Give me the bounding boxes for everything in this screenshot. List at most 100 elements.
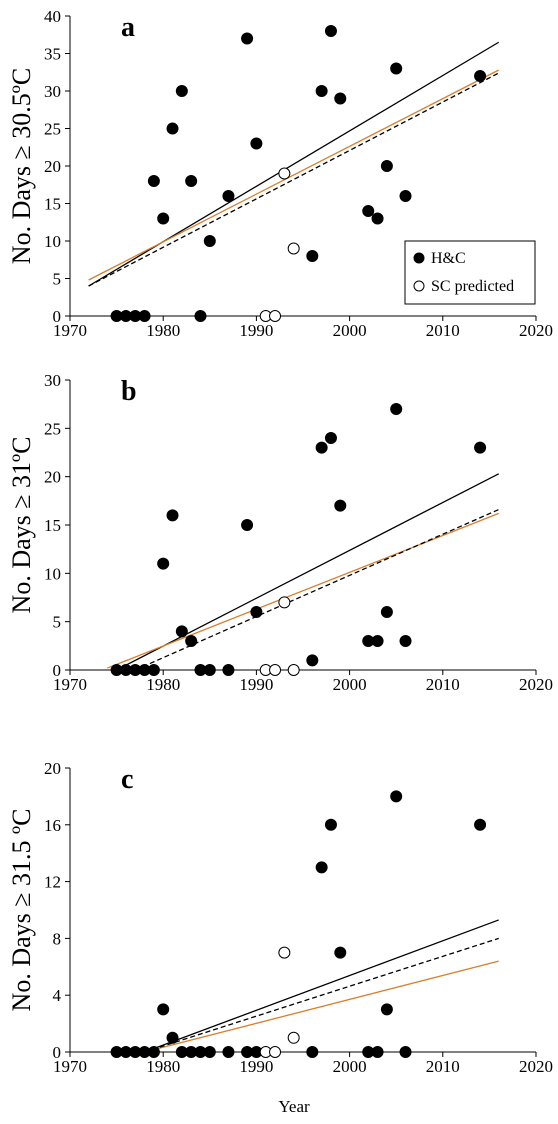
legend-label: H&C [431,250,466,267]
data-point-sc-predicted [287,1031,300,1044]
data-point-hc [157,1003,170,1016]
data-point-hc [334,499,347,512]
data-point-hc [474,70,487,82]
data-point-hc [241,519,254,531]
trend-line-solid-black [116,473,500,671]
x-tick-label: 1980 [146,1057,180,1076]
panel-label: c [121,764,133,795]
trend-line-solid-black [144,919,499,1053]
x-tick-label: 2000 [333,675,367,694]
x-tick-label: 1980 [146,321,180,340]
data-point-hc [371,635,384,647]
trend-line-solid-orange [88,69,500,281]
data-point-sc-predicted [278,596,291,609]
data-point-hc [390,62,403,75]
trend-line-dashed-black [144,937,499,1053]
x-tick-label: 1990 [239,675,273,694]
data-point-hc [399,635,412,647]
y-tick-label: 30 [44,371,61,390]
data-point-hc [371,1046,384,1058]
x-tick-label: 2000 [333,1057,367,1076]
data-point-hc [380,606,393,618]
data-point-hc [194,310,207,322]
x-tick-label: 1990 [239,321,273,340]
data-point-hc [203,235,216,247]
legend-label: SC predicted [431,278,514,295]
data-point-hc [315,861,328,874]
data-point-hc [399,190,412,202]
data-point-sc-predicted [278,167,291,180]
data-point-hc [399,1046,412,1058]
data-point-hc [380,1003,393,1016]
x-tick-label: 1970 [53,321,87,340]
x-tick-label: 2010 [426,1057,460,1076]
y-tick-label: 20 [44,759,61,778]
x-axis-title: Year [278,1097,310,1116]
data-point-hc [324,432,337,444]
data-point-hc [241,32,254,45]
data-point-hc [203,1046,216,1058]
chart-panel-a: 0 5 10 15 20 25 30 35 40 1970 1980 1990 2000 2010 2020… [7,7,553,340]
data-point-hc [334,92,347,105]
y-tick-label: 4 [53,986,62,1005]
y-tick-label: 15 [44,195,61,214]
data-point-hc [175,85,188,97]
y-tick-label: 8 [53,929,62,948]
data-point-hc [138,310,151,322]
data-point-hc [474,441,487,454]
panel-label: b [121,376,137,407]
data-point-hc [306,250,319,262]
x-tick-label: 2020 [519,1057,553,1076]
data-point-hc [166,509,179,522]
y-axis-title: No. Days ≥ 31.5 ºC [7,809,36,1012]
data-point-hc [222,664,235,676]
data-point-hc [306,1046,319,1058]
x-tick-label: 2020 [519,675,553,694]
data-point-hc [157,212,170,225]
y-tick-label: 20 [44,468,61,487]
legend-marker-sc-predicted [413,280,425,292]
data-point-hc [362,205,375,217]
x-tick-label: 1970 [53,1057,87,1076]
y-axis-title: No. Days ≥ 31ºC [7,437,36,614]
y-tick-label: 5 [53,613,62,632]
y-tick-label: 20 [44,157,61,176]
data-point-hc [166,1031,179,1044]
data-point-hc [315,441,328,454]
data-point-hc [147,175,160,187]
legend-box [404,240,536,305]
data-point-hc [390,790,403,803]
data-point-sc-predicted [287,664,300,676]
data-point-sc-predicted [269,1046,282,1058]
data-point-sc-predicted [287,242,300,255]
data-point-hc [250,137,263,150]
legend: H&C SC predicted [404,240,536,305]
y-tick-label: 30 [44,82,61,101]
data-point-hc [222,190,235,202]
y-tick-label: 10 [44,232,61,251]
data-point-hc [334,946,347,959]
trend-line-solid-orange [144,960,499,1053]
data-point-hc [157,557,170,570]
y-tick-label: 12 [44,873,61,892]
data-point-hc [306,654,319,667]
data-point-hc [371,212,384,225]
data-point-hc [185,175,198,187]
data-point-hc [474,818,487,831]
x-tick-label: 2010 [426,675,460,694]
x-tick-label: 1990 [239,1057,273,1076]
data-point-hc [147,664,160,676]
data-point-sc-predicted [269,664,282,676]
data-point-hc [185,635,198,647]
data-point-hc [222,1046,235,1058]
y-tick-label: 0 [53,661,62,680]
y-tick-label: 25 [44,419,61,438]
y-tick-label: 15 [44,516,61,535]
x-tick-label: 2000 [333,321,367,340]
x-tick-label: 2020 [519,321,553,340]
y-tick-label: 5 [53,270,62,289]
data-point-hc [203,664,216,676]
data-point-sc-predicted [278,946,291,959]
